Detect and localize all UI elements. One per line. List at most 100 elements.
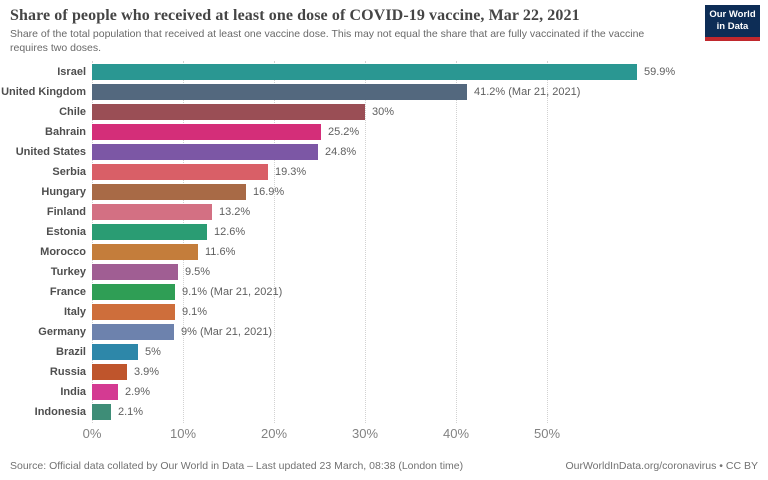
value-label: 30% [372, 106, 395, 118]
country-label[interactable]: Russia [49, 366, 86, 378]
bar[interactable] [92, 264, 178, 280]
bar[interactable] [92, 244, 198, 260]
country-label[interactable]: France [49, 286, 86, 298]
bar[interactable] [92, 304, 175, 320]
country-label[interactable]: Estonia [46, 226, 86, 238]
owid-logo[interactable]: Our World in Data [705, 5, 760, 41]
country-label[interactable]: Indonesia [34, 406, 86, 418]
gridline [547, 61, 548, 423]
bar-track: 12.6% [92, 222, 768, 242]
value-label: 24.8% [325, 146, 357, 158]
country-label[interactable]: Morocco [40, 246, 86, 258]
country-label[interactable]: United Kingdom [1, 86, 86, 98]
license-note: • CC BY [716, 460, 758, 472]
value-label: 9% (Mar 21, 2021) [181, 326, 273, 338]
bar[interactable] [92, 404, 111, 420]
gridline [365, 61, 366, 423]
value-label: 19.3% [275, 166, 307, 178]
bar-track: 13.2% [92, 202, 768, 222]
bar-track: 59.9% [92, 62, 768, 82]
x-tick-label: 0% [82, 426, 102, 441]
bar-row: Serbia 19.3% [0, 162, 768, 182]
value-label: 41.2% (Mar 21, 2021) [474, 86, 581, 98]
bar-track: 9.1% [92, 302, 768, 322]
bar-track: 30% [92, 102, 768, 122]
country-label[interactable]: Chile [59, 106, 86, 118]
value-label: 12.6% [214, 226, 246, 238]
x-axis: 0% 10% 20% 30% 40% 50% [0, 426, 768, 442]
x-tick-label: 10% [169, 426, 197, 441]
bar[interactable] [92, 284, 175, 300]
bar-track: 5% [92, 342, 768, 362]
value-label: 5% [145, 346, 161, 358]
bar-row: France 9.1% (Mar 21, 2021) [0, 282, 768, 302]
country-label[interactable]: Serbia [52, 166, 86, 178]
chart-footer: Source: Official data collated by Our Wo… [10, 460, 758, 472]
bar-row: Brazil 5% [0, 342, 768, 362]
bar-track: 9% (Mar 21, 2021) [92, 322, 768, 342]
value-label: 9.1% [182, 306, 208, 318]
bar[interactable] [92, 344, 138, 360]
bar[interactable] [92, 144, 318, 160]
x-tick-label: 20% [260, 426, 288, 441]
bar[interactable] [92, 324, 174, 340]
bar-track: 9.5% [92, 262, 768, 282]
x-tick-label: 30% [351, 426, 379, 441]
country-label[interactable]: Bahrain [45, 126, 86, 138]
bar-row: Germany 9% (Mar 21, 2021) [0, 322, 768, 342]
bar-track: 16.9% [92, 182, 768, 202]
value-label: 16.9% [253, 186, 285, 198]
value-label: 9.5% [185, 266, 211, 278]
bar[interactable] [92, 224, 207, 240]
bar-row: United States 24.8% [0, 142, 768, 162]
value-label: 13.2% [219, 206, 251, 218]
bar[interactable] [92, 184, 246, 200]
bar[interactable] [92, 124, 321, 140]
bar-row: Finland 13.2% [0, 202, 768, 222]
bar[interactable] [92, 64, 637, 80]
bar-track: 9.1% (Mar 21, 2021) [92, 282, 768, 302]
country-label[interactable]: India [60, 386, 86, 398]
country-label[interactable]: Hungary [41, 186, 86, 198]
bar-track: 41.2% (Mar 21, 2021) [92, 82, 768, 102]
country-label[interactable]: Finland [46, 206, 86, 218]
bar-track: 24.8% [92, 142, 768, 162]
bar[interactable] [92, 384, 118, 400]
country-label[interactable]: Germany [38, 326, 86, 338]
bar[interactable] [92, 104, 365, 120]
bar-track: 25.2% [92, 122, 768, 142]
value-label: 2.9% [125, 386, 151, 398]
country-label[interactable]: United States [15, 146, 86, 158]
bar-row: Indonesia 2.1% [0, 402, 768, 422]
country-label[interactable]: Brazil [56, 346, 86, 358]
bar[interactable] [92, 164, 268, 180]
bar-row: Estonia 12.6% [0, 222, 768, 242]
owid-link[interactable]: OurWorldInData.org/coronavirus [565, 460, 717, 472]
value-label: 2.1% [118, 406, 144, 418]
x-tick-label: 50% [533, 426, 561, 441]
footer-right: OurWorldInData.org/coronavirus • CC BY [565, 460, 758, 472]
bar-track: 11.6% [92, 242, 768, 262]
bar[interactable] [92, 204, 212, 220]
bar-row: Russia 3.9% [0, 362, 768, 382]
gridline [456, 61, 457, 423]
bar-track: 2.1% [92, 402, 768, 422]
value-label: 9.1% (Mar 21, 2021) [182, 286, 283, 298]
country-label[interactable]: Israel [57, 66, 86, 78]
bar-row: Chile 30% [0, 102, 768, 122]
gridline [274, 61, 275, 423]
bar[interactable] [92, 364, 127, 380]
x-tick-label: 40% [442, 426, 470, 441]
chart-subtitle: Share of the total population that recei… [10, 28, 645, 54]
country-label[interactable]: Turkey [50, 266, 86, 278]
bar-track: 2.9% [92, 382, 768, 402]
bar-row: India 2.9% [0, 382, 768, 402]
value-label: 59.9% [644, 66, 676, 78]
bar[interactable] [92, 84, 467, 100]
country-label[interactable]: Italy [63, 306, 86, 318]
bar-track: 3.9% [92, 362, 768, 382]
owid-logo-line1: Our World [709, 9, 756, 20]
bar-row: Israel 59.9% [0, 62, 768, 82]
gridline [92, 61, 93, 423]
